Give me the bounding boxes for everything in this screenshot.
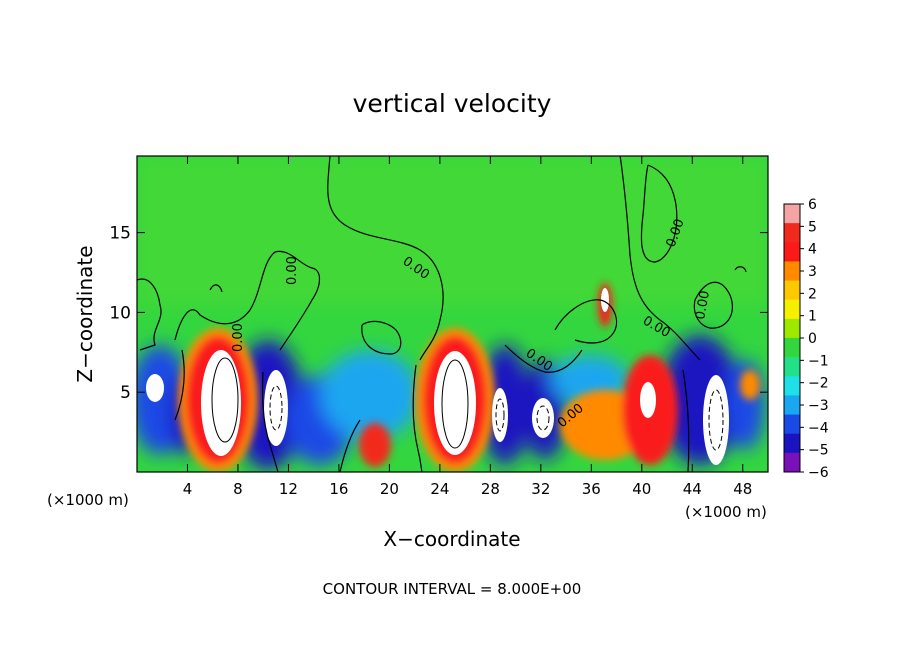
colorbar-swatch [784, 242, 800, 262]
x-tick-label: 32 [531, 480, 550, 498]
x-tick-label: 44 [683, 480, 702, 498]
colorbar-tick-label: −6 [808, 465, 829, 481]
x-tick-label: 16 [329, 480, 348, 498]
colorbar-tick-label: 4 [808, 242, 817, 258]
colorbar-tick-label: 3 [808, 264, 817, 280]
x-axis-label: X−coordinate [383, 527, 520, 551]
colorbar-swatch [784, 414, 800, 435]
x-unit-right: (×1000 m) [685, 503, 767, 521]
contour-label: 0.00 [285, 256, 300, 285]
y-axis-label: Z−coordinate [73, 245, 97, 382]
x-tick-label: 48 [733, 480, 752, 498]
contour-label: 0.00 [231, 323, 246, 352]
colorbar-swatch [784, 357, 800, 377]
x-axis-ticks: 4 8 12 16 20 24 28 32 36 40 44 48 [183, 156, 752, 498]
colorbar-tick-label: −2 [808, 376, 829, 392]
x-tick-label: 4 [183, 480, 193, 498]
x-tick-label: 24 [430, 480, 449, 498]
x-tick-label: 12 [279, 480, 298, 498]
colorbar-swatch [784, 204, 800, 224]
colorbar-swatch [784, 452, 800, 473]
plot-frame [136, 155, 769, 473]
colorbar-swatch [784, 376, 800, 396]
colorbar-swatch [784, 433, 800, 454]
upper-field-tint [137, 156, 768, 306]
x-tick-label: 8 [233, 480, 243, 498]
colorbar-tick-label: 1 [808, 309, 817, 325]
colorbar-tick-label: 0 [808, 331, 817, 347]
x-tick-label: 36 [582, 480, 601, 498]
y-tick-label: 10 [109, 303, 131, 323]
plot-area: 0.00 0.00 0.00 0.00 0.00 0.00 0.00 0.00 [137, 156, 768, 472]
y-tick-label: 15 [109, 224, 131, 244]
colorbar-swatch [784, 280, 800, 301]
y-tick-label: 5 [120, 383, 131, 403]
positive-contours [211, 357, 469, 449]
colorbar-tick-label: −4 [808, 420, 829, 436]
contour-interval-note: CONTOUR INTERVAL = 8.000E+00 [323, 580, 582, 598]
zero-contours [137, 156, 747, 472]
colorbar-tick-label: −1 [808, 353, 829, 369]
colorbar-swatch [784, 338, 800, 358]
colorbar-swatch [784, 395, 800, 416]
colorbar: 6 5 4 3 2 1 0 −1 −2 −3 −4 −5 −6 [783, 197, 829, 481]
contour-label: 0.00 [693, 290, 713, 321]
colorbar-swatch [784, 261, 800, 282]
x-tick-label: 40 [632, 480, 651, 498]
x-tick-label: 28 [481, 480, 500, 498]
x-tick-label: 20 [380, 480, 399, 498]
colorbar-swatch [784, 299, 800, 320]
colorbar-tick-label: 5 [808, 219, 817, 235]
x-unit-left: (×1000 m) [47, 491, 129, 509]
colorbar-tick-label: −3 [808, 398, 829, 414]
colorbar-swatch [784, 223, 800, 243]
colorbar-tick-label: 2 [808, 286, 817, 302]
chart-title: vertical velocity [353, 89, 552, 118]
colorbar-tick-label: −5 [808, 443, 829, 459]
negative-contours [269, 385, 724, 451]
y-axis-ticks: 5 10 15 [109, 224, 768, 403]
colorbar-tick-label: 6 [808, 197, 817, 213]
colorbar-swatch [784, 318, 800, 339]
